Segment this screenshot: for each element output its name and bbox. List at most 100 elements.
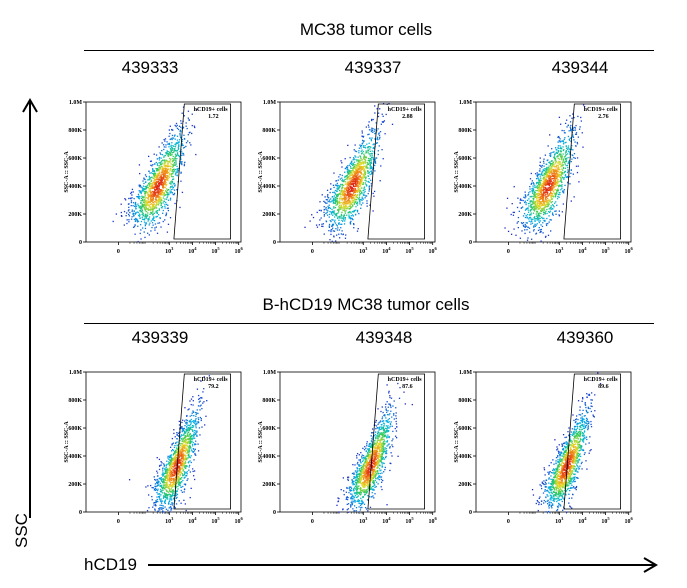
event-dot xyxy=(155,175,157,177)
event-dot xyxy=(572,154,574,157)
event-dot xyxy=(551,212,554,214)
event-dot xyxy=(550,164,552,166)
event-dot xyxy=(163,155,165,157)
event-dot xyxy=(548,172,550,175)
event-dot xyxy=(154,184,157,186)
event-dot xyxy=(354,188,357,190)
event-dot xyxy=(356,174,359,176)
event-dot xyxy=(522,199,524,202)
event-dot xyxy=(365,195,368,197)
event-dot xyxy=(565,160,567,162)
event-dot xyxy=(161,149,163,152)
event-dot xyxy=(164,186,166,189)
event-dot xyxy=(316,226,319,228)
event-dot xyxy=(558,167,560,169)
event-dot xyxy=(157,175,159,177)
event-dot xyxy=(553,172,555,174)
event-dot xyxy=(168,502,170,505)
event-dot xyxy=(130,201,133,204)
event-dot xyxy=(540,192,543,194)
event-dot xyxy=(334,219,336,221)
event-dot xyxy=(312,216,315,219)
event-dot xyxy=(160,179,162,181)
event-dot xyxy=(159,189,161,191)
event-dot xyxy=(558,181,560,183)
event-dot xyxy=(345,175,347,178)
event-dot xyxy=(354,181,356,183)
event-dot xyxy=(551,194,554,196)
event-dot xyxy=(162,489,164,491)
event-dot xyxy=(565,150,567,153)
event-dot xyxy=(547,234,550,236)
event-dot xyxy=(145,205,148,207)
event-dot xyxy=(150,179,153,181)
event-dot xyxy=(337,184,339,186)
event-dot xyxy=(186,452,189,454)
event-dot xyxy=(553,151,555,153)
event-dot xyxy=(152,169,154,171)
event-dot xyxy=(545,183,547,185)
event-dot xyxy=(193,459,195,461)
event-dot xyxy=(355,202,358,205)
event-dot xyxy=(360,147,362,149)
event-dot xyxy=(348,185,350,187)
event-dot xyxy=(570,172,572,174)
event-dot xyxy=(343,216,345,218)
event-dot xyxy=(358,175,360,178)
event-dot xyxy=(338,222,340,224)
event-dot xyxy=(203,388,205,390)
event-dot xyxy=(545,202,548,204)
event-dot xyxy=(184,454,186,456)
event-dot xyxy=(545,191,547,194)
event-dot xyxy=(161,205,164,208)
facs-plot-2-1: 0 200K 400K 600K 800K 1.0M SSC-A :: SSC-A 0 103 1… xyxy=(56,366,256,531)
event-dot xyxy=(175,160,177,162)
event-dot xyxy=(356,178,358,181)
event-dot xyxy=(360,190,362,193)
event-dot xyxy=(179,135,182,137)
event-dot xyxy=(158,192,160,194)
event-dot xyxy=(366,184,368,186)
event-dot xyxy=(164,219,166,221)
event-dot xyxy=(552,214,554,216)
event-dot xyxy=(177,455,180,457)
event-dot xyxy=(549,176,551,179)
event-dot xyxy=(353,161,356,163)
event-dot xyxy=(332,199,335,201)
event-dot xyxy=(556,204,558,207)
event-dot xyxy=(554,195,557,197)
event-dot xyxy=(363,157,365,159)
event-dot xyxy=(170,469,172,471)
event-dot xyxy=(555,151,557,154)
event-dot xyxy=(143,188,146,191)
event-dot xyxy=(195,415,197,418)
event-dot xyxy=(182,127,185,129)
event-dot xyxy=(554,188,557,191)
event-dot xyxy=(155,206,157,209)
event-dot xyxy=(337,212,339,214)
event-dot xyxy=(167,498,169,500)
event-dot xyxy=(359,162,361,164)
x-tick-label: 103 xyxy=(555,246,564,255)
event-dot xyxy=(356,190,358,193)
event-dot xyxy=(538,173,540,175)
event-dot xyxy=(340,160,342,162)
event-dot xyxy=(189,442,192,445)
event-dot xyxy=(347,165,349,167)
event-dot xyxy=(206,400,208,402)
event-dot xyxy=(139,186,141,188)
event-dot xyxy=(329,207,331,210)
event-dot xyxy=(202,391,204,393)
event-dot xyxy=(329,191,331,194)
event-dot xyxy=(189,445,192,448)
event-dot xyxy=(170,484,172,487)
event-dot xyxy=(356,183,358,185)
event-dot xyxy=(566,171,569,174)
event-dot xyxy=(522,222,525,224)
event-dot xyxy=(148,201,150,203)
event-dot xyxy=(557,136,559,138)
event-dot xyxy=(172,144,174,147)
event-dot xyxy=(146,200,148,202)
event-dot xyxy=(565,160,568,163)
event-dot xyxy=(176,139,179,141)
